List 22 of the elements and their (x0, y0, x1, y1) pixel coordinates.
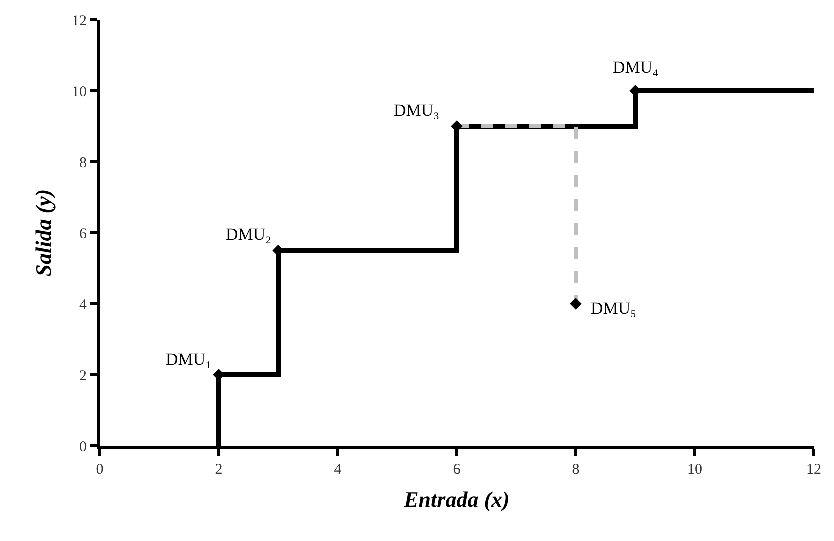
x-tick-label: 8 (572, 462, 580, 478)
y-tick-label: 0 (80, 439, 87, 456)
y-tick-label: 8 (80, 155, 87, 172)
annotation: DMU₅ (591, 299, 637, 318)
x-axis-title: Entrada (x) (403, 486, 510, 512)
y-tick-label: 6 (80, 226, 88, 242)
x-tick-label: 0 (96, 462, 104, 478)
point (570, 298, 582, 310)
y-tick-label: 10 (72, 84, 87, 100)
annotation: DMU₄ (613, 58, 659, 77)
annotation: DMU₁ (166, 350, 212, 369)
y-tick-label: 4 (80, 297, 88, 314)
y-tick-label: 12 (72, 13, 87, 30)
x-tick-label: 4 (334, 462, 342, 478)
x-tick-label: 12 (806, 462, 822, 478)
annotation: DMU₃ (394, 101, 440, 120)
annotation: DMU₂ (226, 225, 272, 244)
y-axis-title: Salida (y) (30, 189, 56, 277)
x-tick-label: 10 (688, 462, 702, 478)
x-tick-label: 6 (453, 462, 462, 478)
y-tick-label: 2 (80, 368, 87, 384)
x-tick-label: 2 (215, 462, 223, 478)
